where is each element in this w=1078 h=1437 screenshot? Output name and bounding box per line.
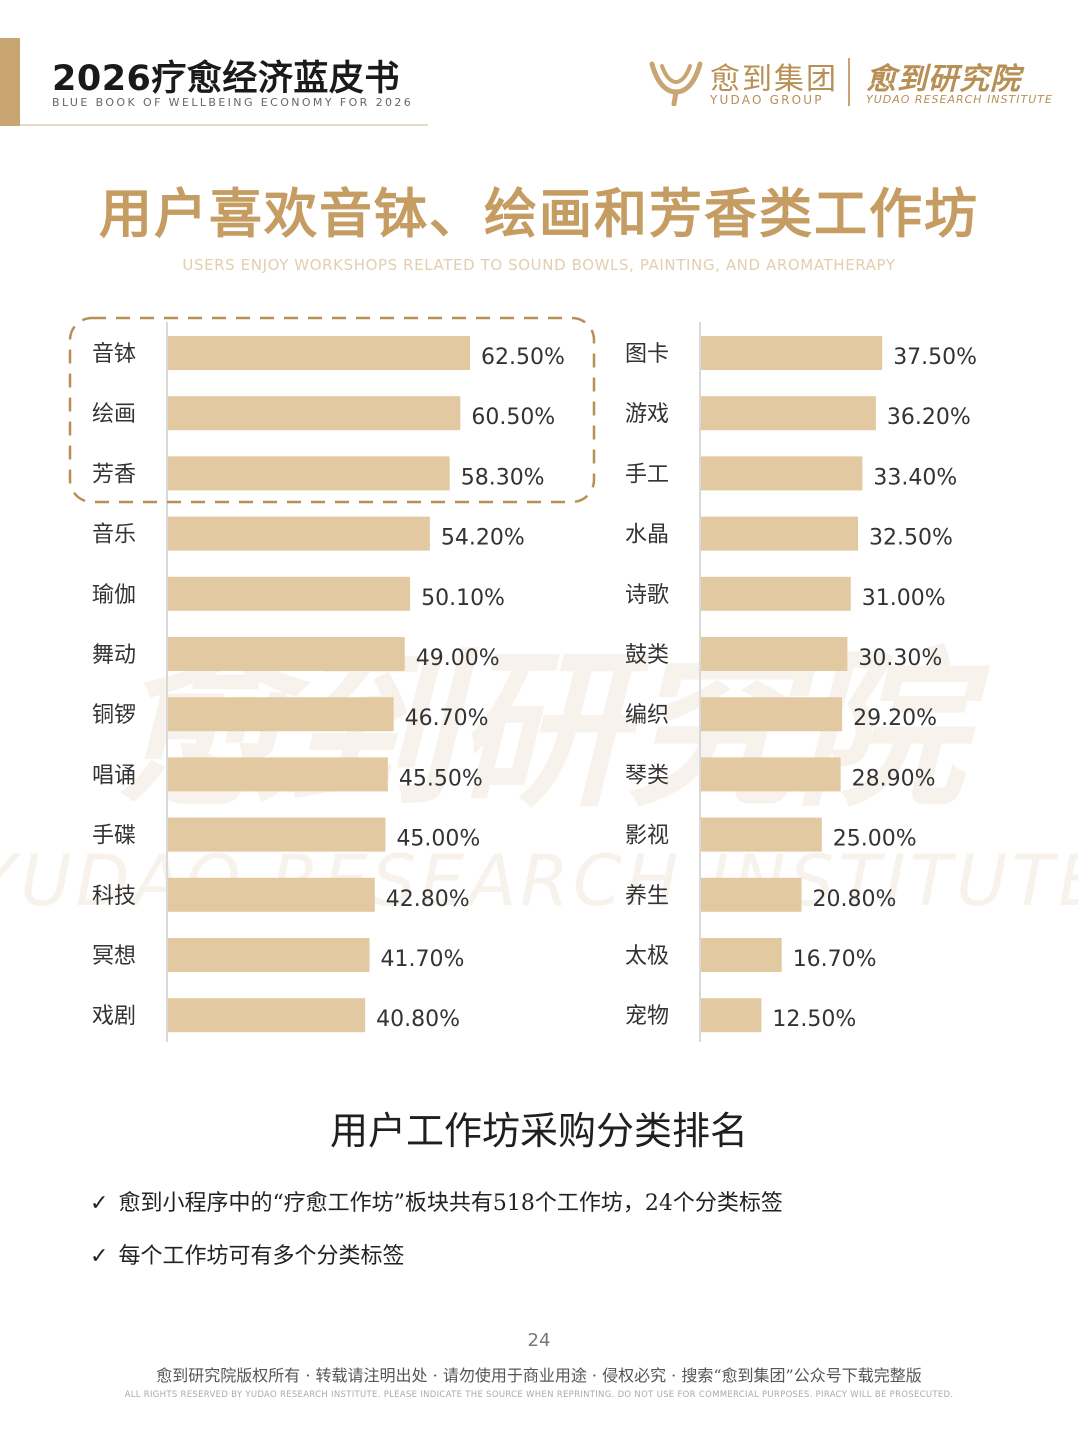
- value-label: 54.20%: [441, 526, 525, 551]
- category-label: 绘画: [92, 402, 136, 427]
- bar-游戏: [701, 396, 876, 431]
- institute-english-name: YUDAO RESEARCH INSTITUTE: [866, 93, 1053, 106]
- yudao-logo-icon: [649, 61, 703, 106]
- category-label: 音乐: [92, 523, 136, 548]
- category-label: 瑜伽: [92, 583, 136, 608]
- category-label: 舞动: [92, 643, 136, 668]
- bar-太极: [701, 938, 782, 972]
- category-label: 编织: [625, 703, 669, 728]
- page-number: 24: [527, 1330, 551, 1351]
- bar-铜锣: [168, 697, 394, 732]
- category-label: 水晶: [625, 523, 669, 548]
- value-label: 45.50%: [399, 766, 483, 791]
- category-label: 铜锣: [92, 703, 136, 728]
- value-label: 28.90%: [852, 766, 936, 791]
- bar-舞动: [168, 637, 405, 671]
- logo-name: 愈到集团: [710, 62, 838, 97]
- category-label: 音钵: [92, 342, 136, 367]
- header-divider: [20, 124, 428, 126]
- category-label: 手工: [625, 462, 669, 487]
- bar-芳香: [168, 456, 450, 491]
- category-label: 宠物: [625, 1004, 669, 1029]
- bar-戏剧: [168, 998, 366, 1033]
- bar-瑜伽: [168, 576, 411, 611]
- bar-音乐: [168, 516, 430, 551]
- category-label: 鼓类: [625, 643, 669, 668]
- institute-name: 愈到研究院: [866, 62, 1021, 97]
- value-label: 41.70%: [380, 947, 464, 972]
- value-label: 25.00%: [833, 827, 917, 852]
- highlight-box: [68, 316, 596, 504]
- logo-divider: [848, 58, 850, 106]
- value-label: 32.50%: [869, 526, 953, 551]
- bar-唱诵: [168, 757, 388, 792]
- page-subtitle: USERS ENJOY WORKSHOPS RELATED TO SOUND B…: [182, 256, 896, 274]
- value-label: 50.10%: [421, 586, 505, 611]
- bar-科技: [168, 877, 375, 912]
- bar-水晶: [701, 516, 859, 551]
- chart-title: 用户工作坊采购分类排名: [329, 1109, 748, 1153]
- note-item: ✓ 愈到小程序中的“疗愈工作坊”板块共有518个工作坊，24个分类标签: [90, 1185, 783, 1217]
- footer-copyright-en: ALL RIGHTS RESERVED BY YUDAO RESEARCH IN…: [124, 1390, 954, 1400]
- bar-绘画: [168, 396, 461, 431]
- value-label: 62.50%: [481, 345, 565, 370]
- category-label: 唱诵: [92, 763, 136, 788]
- value-label: 46.70%: [405, 706, 489, 731]
- value-label: 33.40%: [873, 465, 957, 490]
- header-accent-bar: [0, 38, 20, 126]
- value-label: 49.00%: [416, 646, 500, 671]
- book-subtitle: BLUE BOOK OF WELLBEING ECONOMY FOR 2026: [52, 96, 414, 109]
- value-label: 37.50%: [893, 345, 977, 370]
- category-label: 游戏: [625, 402, 669, 427]
- check-icon: ✓: [90, 1244, 109, 1269]
- value-label: 36.20%: [887, 405, 971, 430]
- category-label: 科技: [92, 884, 136, 909]
- value-label: 29.20%: [853, 706, 937, 731]
- bar-音钵: [168, 336, 470, 370]
- value-label: 45.00%: [396, 827, 480, 852]
- value-label: 31.00%: [862, 586, 946, 611]
- bar-养生: [701, 877, 802, 912]
- value-label: 58.30%: [461, 465, 545, 490]
- value-label: 16.70%: [793, 947, 877, 972]
- bar-宠物: [701, 998, 762, 1033]
- check-icon: ✓: [90, 1191, 109, 1216]
- category-label: 琴类: [625, 763, 669, 788]
- value-label: 20.80%: [813, 887, 897, 912]
- bar-手工: [701, 456, 863, 491]
- category-label: 图卡: [625, 342, 669, 367]
- category-label: 冥想: [92, 944, 136, 969]
- bar-冥想: [168, 938, 370, 972]
- note-text: 每个工作坊可有多个分类标签: [118, 1244, 405, 1269]
- note-item: ✓ 每个工作坊可有多个分类标签: [90, 1238, 404, 1270]
- bar-手碟: [168, 817, 386, 852]
- category-label: 芳香: [92, 462, 136, 487]
- bar-鼓类: [701, 637, 848, 671]
- bar-诗歌: [701, 576, 851, 611]
- category-label: 手碟: [92, 824, 136, 849]
- category-label: 养生: [625, 884, 669, 909]
- page-title: 用户喜欢音钵、绘画和芳香类工作坊: [99, 184, 979, 245]
- value-label: 30.30%: [858, 646, 942, 671]
- category-label: 戏剧: [92, 1004, 136, 1029]
- bar-琴类: [701, 757, 841, 792]
- logo-english-name: YUDAO GROUP: [710, 93, 824, 107]
- category-label: 影视: [625, 824, 669, 849]
- value-label: 42.80%: [386, 887, 470, 912]
- category-label: 太极: [625, 944, 669, 969]
- bar-影视: [701, 817, 822, 852]
- value-label: 60.50%: [471, 405, 555, 430]
- footer-copyright-cn: 愈到研究院版权所有 · 转载请注明出处 · 请勿使用于商业用途 · 侵权必究 ·…: [156, 1366, 922, 1385]
- note-text: 愈到小程序中的“疗愈工作坊”板块共有518个工作坊，24个分类标签: [118, 1191, 783, 1216]
- value-label: 12.50%: [772, 1007, 856, 1032]
- category-label: 诗歌: [625, 583, 669, 608]
- bar-编织: [701, 697, 843, 732]
- book-title: 2026疗愈经济蓝皮书: [52, 59, 400, 99]
- value-label: 40.80%: [376, 1007, 460, 1032]
- bar-图卡: [701, 336, 883, 370]
